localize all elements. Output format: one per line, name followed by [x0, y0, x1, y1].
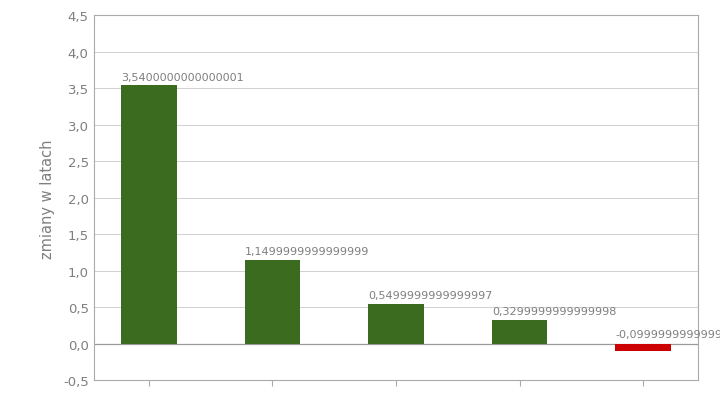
Bar: [368, 304, 424, 344]
Text: 1,1499999999999999: 1,1499999999999999: [245, 247, 369, 256]
Text: 0,3299999999999998: 0,3299999999999998: [492, 306, 616, 316]
Y-axis label: zmiany w latach: zmiany w latach: [40, 139, 55, 258]
Bar: [616, 344, 671, 351]
Text: 3,5400000000000001: 3,5400000000000001: [121, 73, 243, 83]
Bar: [245, 260, 300, 344]
Text: 0,5499999999999997: 0,5499999999999997: [368, 290, 492, 300]
Bar: [121, 86, 176, 344]
Bar: [492, 320, 547, 344]
Text: -0,0999999999999994: -0,0999999999999994: [616, 330, 720, 339]
